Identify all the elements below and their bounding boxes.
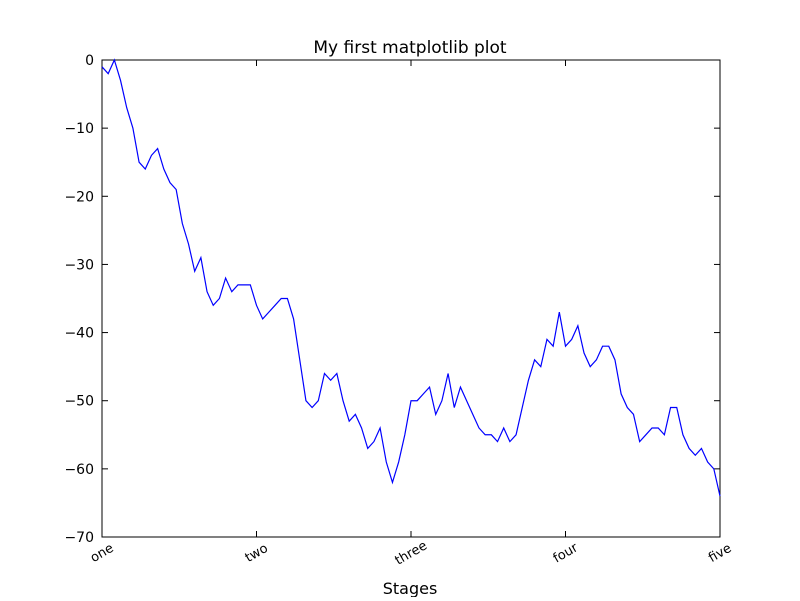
y-tick-label: 0	[85, 53, 94, 69]
y-tick-label: −50	[64, 394, 94, 410]
y-tick-label: −30	[64, 257, 94, 273]
y-tick-label: −20	[64, 189, 94, 205]
x-axis-label: Stages	[383, 579, 438, 597]
chart-title: My first matplotlib plot	[313, 38, 507, 58]
data-line	[101, 58, 721, 497]
y-tick-label: −10	[64, 121, 94, 137]
y-tick-label: −60	[64, 462, 94, 478]
y-tick-label: −40	[64, 326, 94, 342]
y-tick-label: −70	[64, 530, 94, 546]
